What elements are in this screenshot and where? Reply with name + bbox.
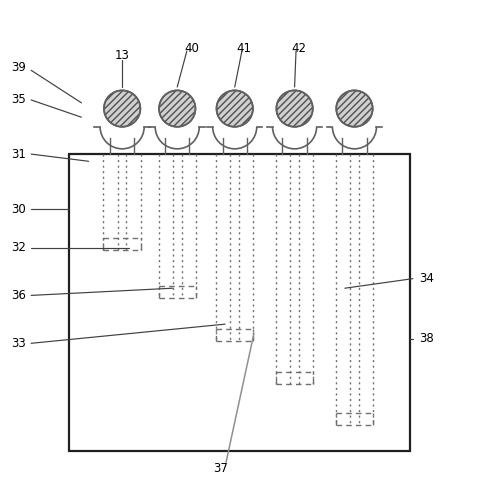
Bar [69,154,410,451]
Text: 40: 40 [184,42,199,55]
Text: 34: 34 [419,272,434,285]
Text: 32: 32 [11,241,26,254]
Text: 41: 41 [237,42,252,55]
Circle shape [276,91,313,127]
Circle shape [104,91,140,127]
Circle shape [159,91,195,127]
Text: 42: 42 [292,42,307,55]
Text: 39: 39 [11,61,26,74]
Text: 13: 13 [114,50,130,62]
Text: 30: 30 [11,202,25,216]
Text: 36: 36 [11,289,26,302]
Text: 35: 35 [11,93,25,105]
Circle shape [336,91,373,127]
Text: 33: 33 [11,337,25,350]
Circle shape [217,91,253,127]
Text: 38: 38 [419,332,433,345]
Text: 31: 31 [11,148,26,160]
Text: 37: 37 [213,462,228,475]
